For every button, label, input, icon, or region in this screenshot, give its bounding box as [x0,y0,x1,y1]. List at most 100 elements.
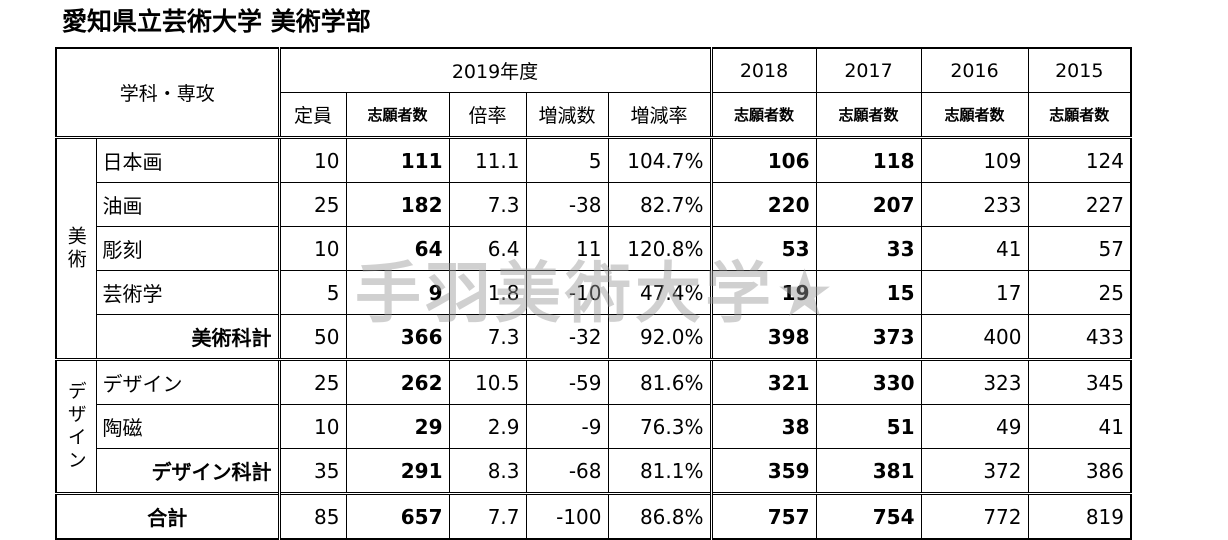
cell: 35 [277,448,347,494]
cell: 49 [920,404,1029,449]
cell: 104.7% [607,137,712,183]
cell: 志願者数 [709,92,817,139]
cell: 86.8% [607,492,712,540]
cell: -38 [525,182,609,227]
cell: 8.3 [448,448,527,494]
cell: 2016 [920,47,1029,93]
cell: 291 [345,448,450,494]
cell: 陶磁 [95,404,280,449]
row: 彫刻 10 64 6.4 11 120.8% 53 33 41 57 [56,226,1132,271]
cell: 9 [345,270,450,315]
cell: -32 [525,314,609,361]
cell: -100 [525,492,609,540]
cell: 6.4 [448,226,527,271]
cell: 合計 [55,492,280,540]
row: 学科・専攻 2019年度 2018 2017 2016 2015 [55,47,1132,139]
row: 定員 志願者数 倍率 増減数 増減率 志願者数 志願者数 志願者数 志願者数 [56,92,1132,139]
cell: 433 [1027,314,1132,361]
cell: 2017 [815,47,922,93]
row: 美術 日本画 10 111 11.1 5 104.7% 106 118 109 124 [55,137,1132,361]
cell: -9 [525,404,609,449]
cell: 倍率 [448,92,527,139]
cell: 233 [920,182,1029,227]
cell: 2019年度 [277,47,712,93]
cell: 7.3 [448,314,527,361]
cell: 25 [277,182,347,227]
cell: 81.1% [607,448,712,494]
cell: デザイン [95,359,280,405]
cell: 220 [709,182,817,227]
cell: 120.8% [607,226,712,271]
cell: 10 [277,404,347,449]
cell: 2.9 [448,404,527,449]
cell: 志願者数 [1027,92,1132,139]
cell: 10 [277,137,347,183]
cell: 25 [1027,270,1132,315]
cell: 19 [709,270,817,315]
cell: 321 [709,359,817,405]
table: 学科・専攻 2019年度 2018 2017 2016 2015 定員 志願者数 倍率 増減数 増減… [55,47,1132,540]
cell: -68 [525,448,609,494]
row: 合計 85 657 7.7 -100 86.8% 757 754 772 819 [55,492,1132,540]
cell: 38 [709,404,817,449]
row: 油画 25 182 7.3 -38 82.7% 220 207 233 227 [56,182,1132,227]
cell: 400 [920,314,1029,361]
cell: 372 [920,448,1029,494]
cell: 美術 [55,137,97,361]
cell: 51 [815,404,922,449]
cell: 47.4% [607,270,712,315]
cell: 124 [1027,137,1132,183]
cell: 50 [277,314,347,361]
cell: 17 [920,270,1029,315]
cell: 92.0% [607,314,712,361]
cell: 754 [815,492,922,540]
cell: 111 [345,137,450,183]
cell: 日本画 [95,137,280,183]
cell: 33 [815,226,922,271]
cell: 25 [277,359,347,405]
cell: 81.6% [607,359,712,405]
cell: 7.3 [448,182,527,227]
cell: 彫刻 [95,226,280,271]
cell: 10.5 [448,359,527,405]
row: デザイン科計 35 291 8.3 -68 81.1% 359 381 372 386 [56,448,1132,494]
cell: 330 [815,359,922,405]
cell: 志願者数 [920,92,1029,139]
cell: 657 [345,492,450,540]
cell: 41 [920,226,1029,271]
row: 陶磁 10 29 2.9 -9 76.3% 38 51 49 41 [56,404,1132,449]
row: 芸術学 5 9 1.8 -10 47.4% 19 15 17 25 [56,270,1132,315]
cell: 10 [277,226,347,271]
cell: 118 [815,137,922,183]
cell: 323 [920,359,1029,405]
cell: 772 [920,492,1029,540]
cell: 志願者数 [345,92,450,139]
cell: 398 [709,314,817,361]
cell: 増減率 [607,92,712,139]
title: 愛知県立芸術大学 美術学部 [62,7,371,36]
row: 美術科計 50 366 7.3 -32 92.0% 398 373 400 433 [56,314,1132,361]
cell: 29 [345,404,450,449]
cell: 1.8 [448,270,527,315]
cell: 芸術学 [95,270,280,315]
cell: 5 [525,137,609,183]
cell: 57 [1027,226,1132,271]
cell: 366 [345,314,450,361]
cell: 106 [709,137,817,183]
cell: 182 [345,182,450,227]
cell: 757 [709,492,817,540]
cell: 109 [920,137,1029,183]
cell: 11 [525,226,609,271]
cell: 82.7% [607,182,712,227]
cell: -10 [525,270,609,315]
cell: 2018 [709,47,817,93]
cell: 64 [345,226,450,271]
cell: 学科・専攻 [55,47,280,139]
cell: 53 [709,226,817,271]
cell: 41 [1027,404,1132,449]
cell: 819 [1027,492,1132,540]
cell: 油画 [95,182,280,227]
cell: 381 [815,448,922,494]
cell: デザイン [55,359,97,494]
cell: 志願者数 [815,92,922,139]
